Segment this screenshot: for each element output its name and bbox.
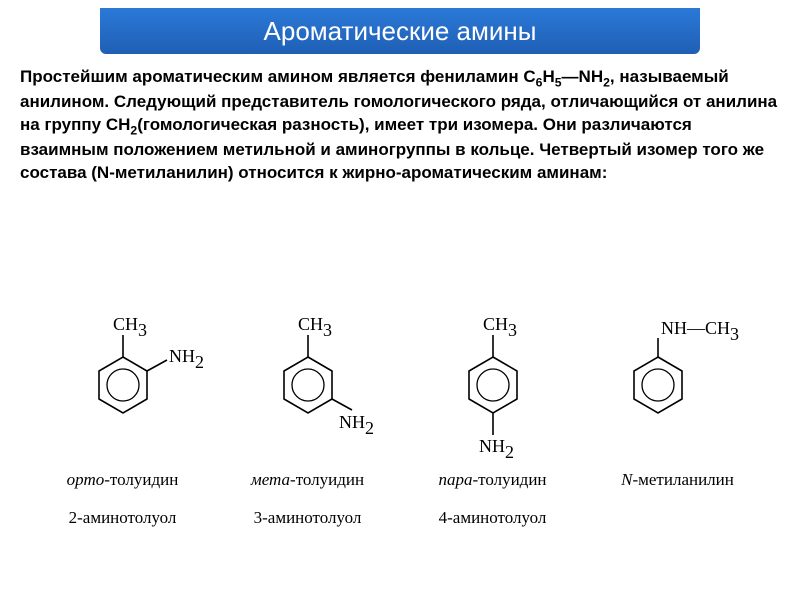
para-seg: Простейшим ароматическим амином является… xyxy=(20,67,536,86)
caption-prefix: пара xyxy=(438,470,472,489)
para-sub: 5 xyxy=(555,75,562,89)
molecule-nmethyl: NH—CH3 xyxy=(598,290,758,460)
title-text: Ароматические амины xyxy=(264,16,537,47)
ch3-label: CH3 xyxy=(113,314,147,340)
caption-meta: мета-толуидин 3-аминотолуол xyxy=(228,470,388,528)
title-bar: Ароматические амины xyxy=(100,8,700,54)
nh2-label: NH2 xyxy=(479,436,514,462)
caption-sys: 3-аминотолуол xyxy=(228,508,388,528)
para-seg: —NH xyxy=(562,67,604,86)
caption-row: орто-толуидин 2-аминотолуол мета-толуиди… xyxy=(0,470,800,528)
caption-sys: 2-аминотолуол xyxy=(43,508,203,528)
molecule-ortho: CH3 NH2 xyxy=(43,290,203,460)
caption-suffix: -толуидин xyxy=(104,470,178,489)
ch3-label: CH3 xyxy=(298,314,332,340)
caption-prefix: орто xyxy=(67,470,105,489)
caption-ortho: орто-толуидин 2-аминотолуол xyxy=(43,470,203,528)
nh2-label: NH2 xyxy=(339,412,374,438)
para-seg: H xyxy=(542,67,554,86)
ch3-label: CH3 xyxy=(483,314,517,340)
caption-para: пара-толуидин 4-аминотолуол xyxy=(413,470,573,528)
nh2-label: NH2 xyxy=(169,346,204,372)
molecule-meta: CH3 NH2 xyxy=(228,290,388,460)
para-sub: 2 xyxy=(603,75,610,89)
caption-nmethyl: N-метиланилин xyxy=(598,470,758,528)
molecule-row: CH3 NH2 CH3 NH2 CH3 NH2 xyxy=(0,290,800,470)
caption-suffix: -толуидин xyxy=(290,470,364,489)
nhch3-label: NH—CH3 xyxy=(661,318,739,344)
caption-prefix: N xyxy=(621,470,632,489)
caption-prefix: мета xyxy=(251,470,290,489)
caption-suffix: -толуидин xyxy=(472,470,546,489)
caption-suffix: -метиланилин xyxy=(632,470,733,489)
main-paragraph: Простейшим ароматическим амином является… xyxy=(20,66,780,185)
caption-sys: 4-аминотолуол xyxy=(413,508,573,528)
molecule-para: CH3 NH2 xyxy=(413,290,573,460)
